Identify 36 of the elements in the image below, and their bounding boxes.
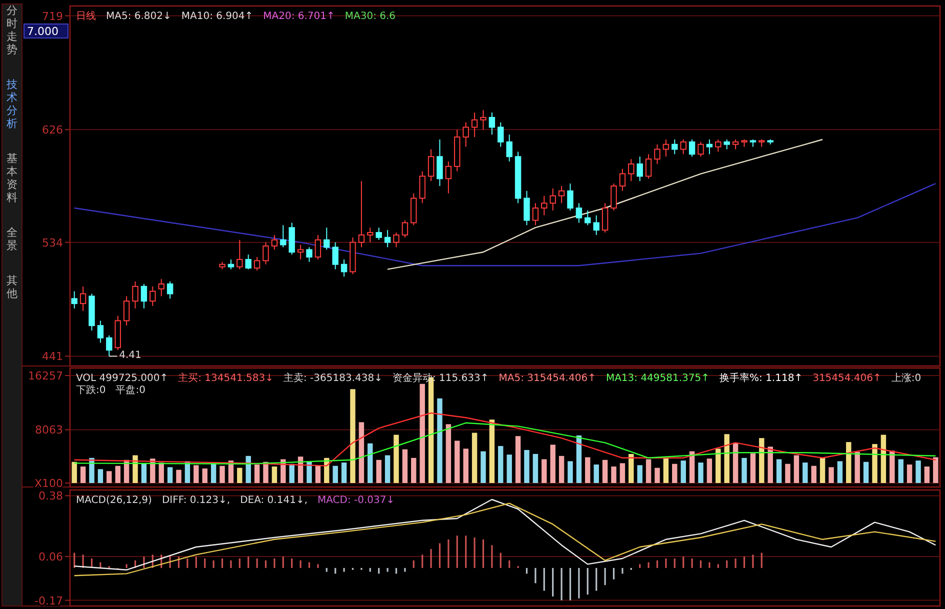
- text: 日线: [76, 10, 96, 22]
- text: 7.000: [27, 25, 58, 38]
- y-tick-label: 534: [42, 236, 63, 250]
- annotation: 上涨:0: [891, 372, 922, 384]
- text: 分时走势: [6, 4, 18, 56]
- annotation: MA10: 6.904↑: [181, 11, 254, 22]
- text: 技术分析: [6, 78, 18, 130]
- annotation: 换手率%: 1.118↑: [720, 372, 803, 384]
- annotation: MA5: 6.802↓: [106, 11, 172, 22]
- annotation: 下跌:0: [76, 384, 106, 396]
- annotation: MACD(26,12,9): [76, 495, 152, 506]
- text: 全景: [6, 226, 18, 252]
- y-tick-label: 0.38: [38, 490, 63, 503]
- text: 其他: [6, 274, 18, 300]
- annotation: MA13: 449581.375↑: [606, 373, 710, 384]
- annotation: 315454.406↑: [812, 373, 882, 384]
- annotation: 主卖: -365183.438↓: [283, 372, 382, 384]
- annotation: MACD: -0.037↓: [318, 495, 395, 506]
- annotation: 4.41: [119, 350, 142, 362]
- annotation: 平盘:0: [116, 384, 146, 396]
- y-tick-label: 8063: [35, 424, 63, 437]
- annotation: MA20: 6.701↑: [263, 11, 335, 22]
- y-tick-label: -0.17: [34, 594, 63, 608]
- annotation: DIFF: 0.123↓,: [162, 495, 230, 506]
- annotation: 资金异动: 115.633↑: [392, 372, 489, 384]
- annotation: MA30: 6.6: [344, 11, 396, 22]
- annotation: 主买: 134541.583↓: [178, 372, 274, 384]
- annotation: DEA: 0.141↓,: [240, 495, 308, 506]
- y-tick-label: 441: [42, 350, 63, 364]
- y-tick-label: 16257: [28, 370, 63, 383]
- y-tick-label: 0.06: [38, 550, 63, 564]
- annotation: MA5: 315454.406↑: [498, 373, 596, 384]
- y-tick-label: 719: [42, 10, 63, 23]
- y-tick-label: 626: [42, 124, 63, 137]
- text: 基本资料: [6, 152, 18, 204]
- annotation: VOL 499725.000↑: [76, 373, 168, 384]
